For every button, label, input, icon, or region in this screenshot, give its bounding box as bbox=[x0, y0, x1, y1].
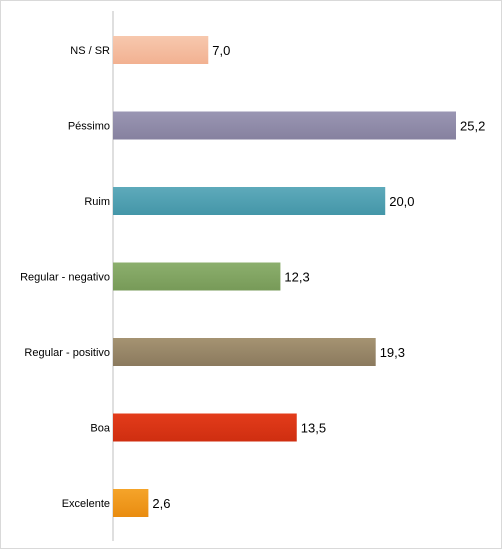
category-label-2: Ruim bbox=[84, 196, 110, 208]
bars-group bbox=[113, 36, 456, 517]
value-label-5: 13,5 bbox=[301, 421, 326, 436]
bar-3 bbox=[113, 262, 281, 291]
bar-5 bbox=[113, 413, 297, 442]
category-label-4: Regular - positivo bbox=[24, 347, 110, 359]
value-label-4: 19,3 bbox=[380, 345, 405, 360]
bar-2 bbox=[113, 187, 386, 215]
value-label-0: 7,0 bbox=[212, 43, 230, 58]
value-label-2: 20,0 bbox=[389, 194, 414, 209]
category-label-5: Boa bbox=[90, 423, 110, 435]
value-labels: 7,0 25,2 20,0 12,3 19,3 13,5 2,6 bbox=[152, 43, 485, 511]
bar-6 bbox=[113, 489, 149, 517]
category-label-3: Regular - negativo bbox=[20, 272, 110, 284]
bar-0 bbox=[113, 36, 209, 64]
bar-1 bbox=[113, 111, 456, 140]
category-label-6: Excelente bbox=[62, 498, 110, 510]
category-label-1: Péssimo bbox=[68, 121, 110, 133]
value-label-3: 12,3 bbox=[284, 270, 309, 285]
value-label-6: 2,6 bbox=[152, 496, 170, 511]
category-labels: NS / SR Péssimo Ruim Regular - negativo Regu… bbox=[20, 45, 111, 510]
value-label-1: 25,2 bbox=[460, 119, 485, 134]
bar-4 bbox=[113, 338, 376, 366]
category-label-0: NS / SR bbox=[70, 45, 110, 57]
